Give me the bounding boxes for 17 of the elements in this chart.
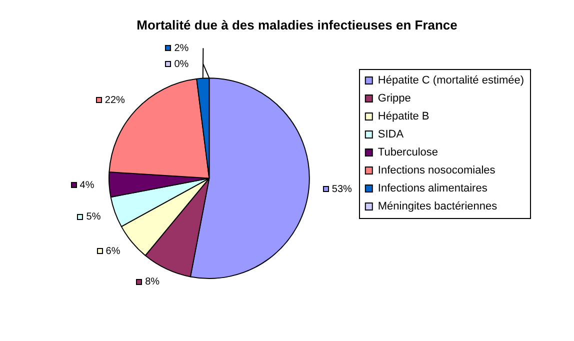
legend-label: Grippe (378, 92, 411, 105)
data-label: 6% (106, 246, 120, 257)
data-label: 53% (332, 184, 352, 195)
text: 0% (174, 58, 189, 70)
chart-title: Mortalité due à des maladies infectieuses en France (136, 17, 458, 32)
data-label: 4% (80, 180, 94, 192)
legend-label: Infections alimentaires (378, 182, 488, 195)
legend-label: Infections nosocomiales (378, 164, 496, 177)
data-label: 2% (174, 42, 189, 54)
data-label: 5% (86, 212, 101, 223)
legend-label: Hépatite B (378, 110, 430, 123)
data-label: 22% (104, 94, 126, 106)
data-label: 8% (145, 276, 160, 288)
legend-label: SIDA (378, 128, 404, 141)
legend-label: Hépatite C (mortalité estimée) (378, 74, 524, 87)
legend-label: Tuberculose (378, 146, 438, 159)
legend-label: Méningites bactériennes (378, 200, 498, 213)
